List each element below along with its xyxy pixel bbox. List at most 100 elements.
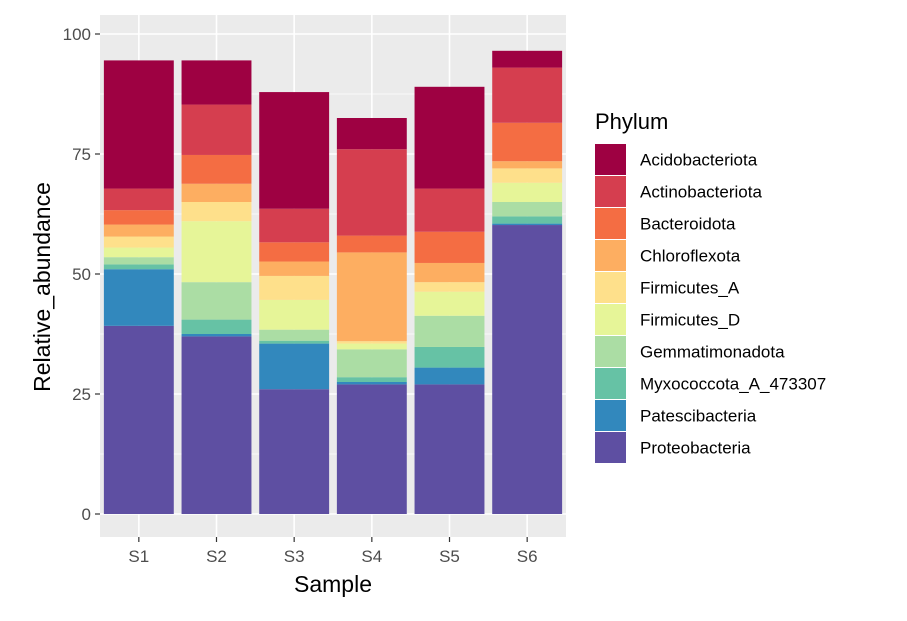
bar-segment bbox=[259, 340, 330, 344]
bar-segment bbox=[492, 216, 563, 224]
bar-segment bbox=[259, 389, 330, 514]
legend-label: Proteobacteria bbox=[640, 439, 751, 458]
bar-segment bbox=[181, 319, 252, 334]
bar-segment bbox=[259, 208, 330, 243]
legend-swatch bbox=[595, 144, 626, 175]
bar-segment bbox=[181, 336, 252, 514]
legend-label: Chloroflexota bbox=[640, 247, 741, 266]
y-tick-label: 0 bbox=[82, 505, 91, 524]
bar-segment bbox=[492, 182, 563, 202]
bar-segment bbox=[259, 242, 330, 262]
bar-segment bbox=[181, 60, 252, 105]
bar-segment bbox=[414, 346, 485, 368]
bar-segment bbox=[103, 236, 174, 248]
bar-segment bbox=[103, 269, 174, 326]
bar-segment bbox=[414, 188, 485, 232]
bar-segment bbox=[414, 86, 485, 189]
bar-segment bbox=[259, 299, 330, 330]
bar-segment bbox=[181, 282, 252, 320]
bar-segment bbox=[103, 210, 174, 225]
legend-label: Firmicutes_D bbox=[640, 311, 740, 330]
y-tick-label: 75 bbox=[72, 145, 91, 164]
bar-segment bbox=[181, 334, 252, 337]
y-axis-title: Relative_abundance bbox=[29, 182, 55, 392]
bar-segment bbox=[336, 149, 407, 236]
bar-segment bbox=[492, 202, 563, 217]
x-tick-label: S3 bbox=[284, 547, 305, 566]
bar-segment bbox=[259, 329, 330, 341]
legend-swatch bbox=[595, 368, 626, 399]
bar-segment bbox=[492, 122, 563, 162]
bar-segment bbox=[103, 247, 174, 258]
bar-segment bbox=[492, 161, 563, 169]
bar-segment bbox=[336, 235, 407, 253]
bar-segment bbox=[492, 50, 563, 68]
bar-segment bbox=[492, 223, 563, 226]
bar-segment bbox=[414, 231, 485, 263]
legend-swatch bbox=[595, 400, 626, 431]
bar-segment bbox=[103, 188, 174, 211]
x-axis: S1 S2 S3 S4 S5 S6 bbox=[128, 537, 538, 566]
y-axis: 0 25 50 75 100 bbox=[63, 25, 100, 524]
legend-label: Gemmatimonadota bbox=[640, 343, 785, 362]
x-tick-label: S1 bbox=[128, 547, 149, 566]
y-tick-label: 25 bbox=[72, 385, 91, 404]
bar-segment bbox=[336, 118, 407, 150]
bar-segment bbox=[259, 261, 330, 276]
legend-swatch bbox=[595, 272, 626, 303]
x-tick-label: S6 bbox=[517, 547, 538, 566]
bar-segment bbox=[181, 183, 252, 202]
bar-segment bbox=[181, 154, 252, 184]
bar-segment bbox=[181, 202, 252, 222]
bar-segment bbox=[259, 343, 330, 390]
bar-segment bbox=[181, 221, 252, 283]
legend-label: Actinobacteriota bbox=[640, 183, 762, 202]
bar-segment bbox=[103, 264, 174, 270]
x-tick-label: S2 bbox=[206, 547, 227, 566]
bar-segment bbox=[492, 168, 563, 183]
bar-segment bbox=[259, 275, 330, 300]
x-tick-label: S4 bbox=[361, 547, 382, 566]
legend-swatch bbox=[595, 432, 626, 463]
panel-background bbox=[100, 15, 566, 537]
legend-swatch bbox=[595, 336, 626, 367]
bar-segment bbox=[103, 60, 174, 189]
legend-swatch bbox=[595, 208, 626, 239]
legend-title: Phylum bbox=[595, 109, 668, 134]
legend-label: Bacteroidota bbox=[640, 215, 736, 234]
bar-segment bbox=[259, 92, 330, 209]
bar-segment bbox=[336, 384, 407, 514]
legend-label: Patescibacteria bbox=[640, 407, 757, 426]
x-tick-label: S5 bbox=[439, 547, 460, 566]
bar-segment bbox=[492, 225, 563, 515]
bar-segment bbox=[336, 343, 407, 350]
bar-segment bbox=[414, 291, 485, 316]
legend-label: Firmicutes_A bbox=[640, 279, 740, 298]
bar-segment bbox=[492, 67, 563, 123]
bar-segment bbox=[414, 282, 485, 292]
bar-segment bbox=[414, 384, 485, 514]
bar-segment bbox=[414, 262, 485, 283]
y-tick-label: 50 bbox=[72, 265, 91, 284]
legend: Acidobacteriota Actinobacteriota Bacteroid… bbox=[595, 144, 826, 463]
bar-segment bbox=[336, 349, 407, 378]
bars bbox=[103, 50, 563, 515]
legend-swatch bbox=[595, 240, 626, 271]
bar-segment bbox=[103, 224, 174, 237]
legend-label: Acidobacteriota bbox=[640, 151, 758, 170]
bar-segment bbox=[336, 382, 407, 385]
bar-segment bbox=[336, 341, 407, 344]
x-axis-title: Sample bbox=[294, 571, 372, 597]
bar-segment bbox=[103, 325, 174, 514]
bar-segment bbox=[414, 315, 485, 347]
legend-swatch bbox=[595, 176, 626, 207]
bar-segment bbox=[414, 367, 485, 385]
legend-swatch bbox=[595, 304, 626, 335]
bar-segment bbox=[103, 257, 174, 265]
bar-segment bbox=[181, 104, 252, 155]
bar-segment bbox=[336, 377, 407, 382]
bar-segment bbox=[336, 252, 407, 342]
legend-label: Myxococcota_A_473307 bbox=[640, 375, 826, 394]
y-tick-label: 100 bbox=[63, 25, 91, 44]
